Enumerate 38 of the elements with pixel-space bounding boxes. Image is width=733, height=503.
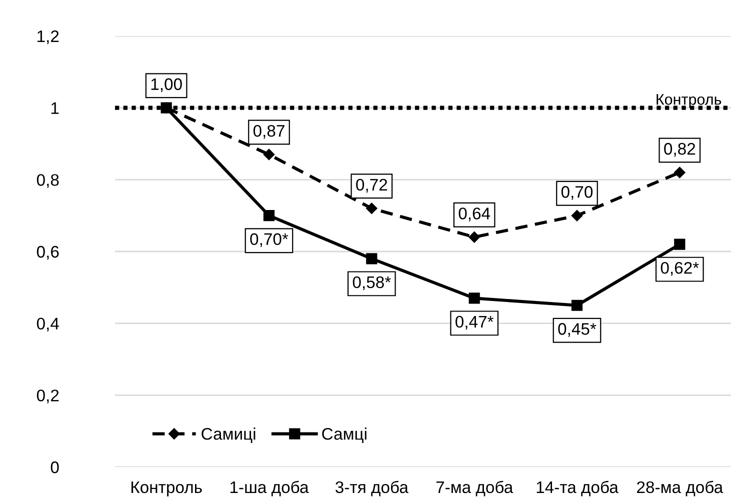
x-tick-label: 14-та доба <box>536 480 618 496</box>
legend-label: Самці <box>322 428 366 443</box>
point <box>366 202 378 214</box>
point <box>263 148 275 160</box>
data-label: 1,00 <box>151 78 182 92</box>
data-label: 0,58* <box>352 276 391 290</box>
y-tick-label: 0,4 <box>36 318 59 332</box>
point <box>571 300 583 311</box>
point <box>160 102 172 114</box>
x-tick-label: 7-ма доба <box>436 480 514 496</box>
data-label: 0,62* <box>660 262 699 276</box>
y-tick-label: 1,2 <box>38 30 59 44</box>
data-label: 0,72 <box>356 178 388 193</box>
y-tick-label: 0,8 <box>36 174 59 188</box>
point <box>674 166 686 178</box>
x-tick-label: 3-тя доба <box>336 480 408 496</box>
data-label: 0,87 <box>253 124 284 139</box>
point <box>468 292 480 304</box>
data-label: 0,47* <box>456 316 494 330</box>
point <box>571 210 583 222</box>
y-tick-label: 0,2 <box>36 390 59 404</box>
legend-label: Самиці <box>202 428 256 443</box>
point <box>366 253 378 264</box>
ref-line-label: Контроль <box>656 94 722 108</box>
data-label: 0,70 <box>561 186 593 200</box>
x-tick-label: 28-ма доба <box>637 480 724 496</box>
data-label: 0,45* <box>558 323 596 337</box>
data-label: 0,82 <box>664 142 696 157</box>
y-tick-label: 1 <box>51 102 59 114</box>
point <box>468 232 480 243</box>
y-tick-label: 0,6 <box>36 246 59 260</box>
x-tick-label: Контроль <box>132 482 202 496</box>
point <box>263 210 275 222</box>
x-tick-label: 1-ша доба <box>230 480 309 496</box>
data-label: 0,64 <box>458 208 490 222</box>
point <box>674 238 686 250</box>
y-tick-label: 0 <box>50 461 59 474</box>
data-label: 0,70* <box>250 233 288 248</box>
